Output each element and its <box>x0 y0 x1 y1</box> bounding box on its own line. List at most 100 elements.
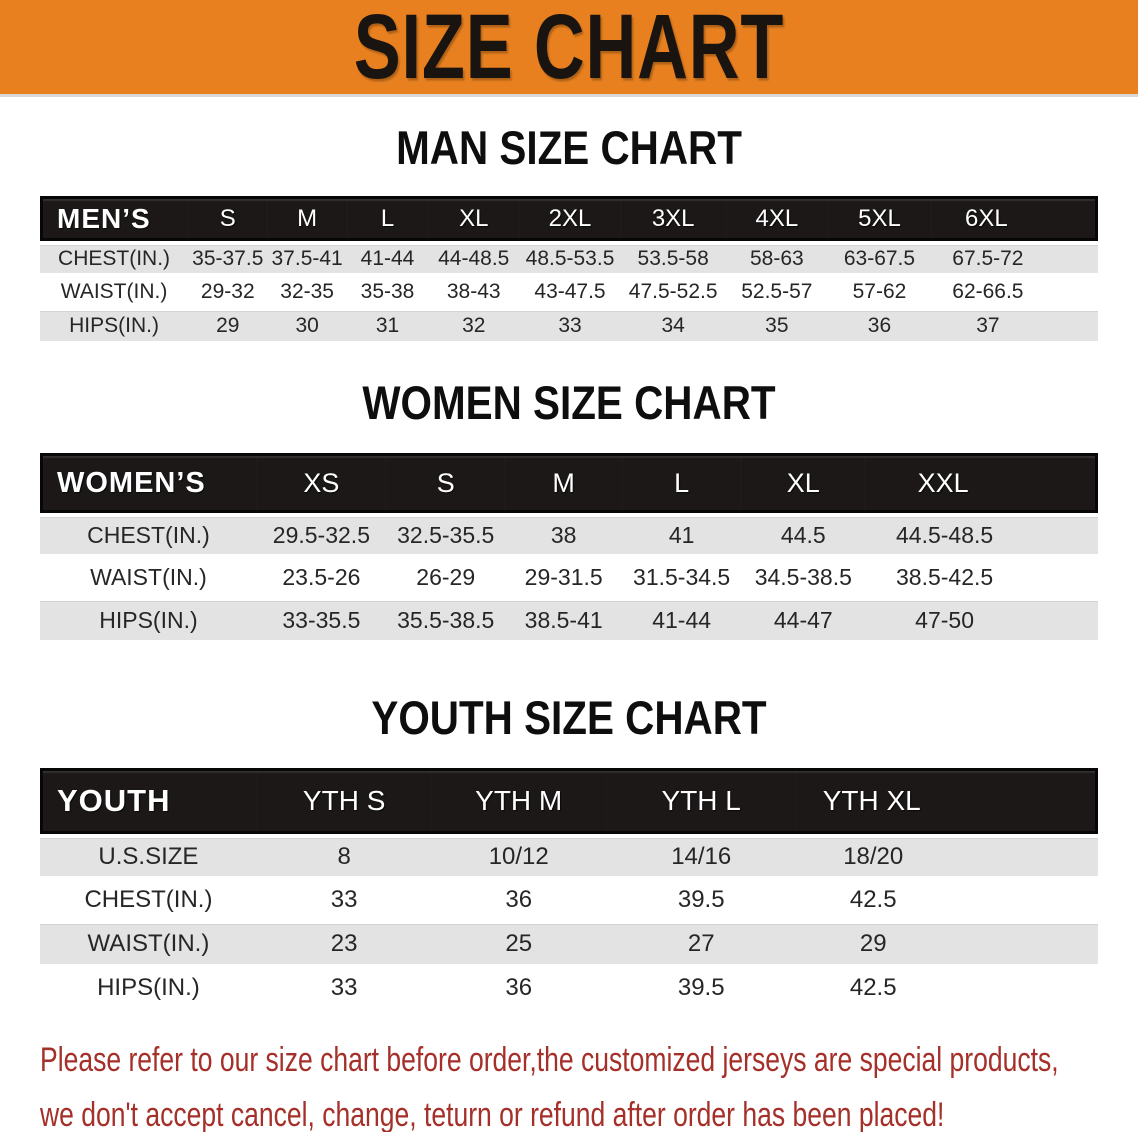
measurement-row-label: HIPS(IN.) <box>40 966 257 1010</box>
disclaimer-line-2: we don't accept cancel, change, teturn o… <box>40 1096 945 1132</box>
measurement-row-label: CHEST(IN.) <box>40 513 257 556</box>
measurement-value-cell: 44-48.5 <box>428 241 520 275</box>
order-disclaimer: Please refer to our size chart before or… <box>40 1036 1138 1132</box>
measurement-value-cell: 23 <box>256 922 432 966</box>
measurement-value-cell: 53.5-58 <box>620 241 726 275</box>
measurement-row-label: WAIST(IN.) <box>40 275 189 309</box>
measurement-value-cell: 41-44 <box>621 599 742 642</box>
size-column-header: 5XL <box>828 196 931 241</box>
youth-table-wrap: YOUTH YTH S YTH M YTH L YTH XL U.S.SIZE 8 10/1… <box>40 768 1098 1010</box>
size-column-header: XL <box>428 196 520 241</box>
measurement-value-cell: 29 <box>188 309 268 343</box>
measurement-row-label: WAIST(IN.) <box>40 922 257 966</box>
size-column-header: M <box>505 453 622 513</box>
men-section-title: MAN SIZE CHART <box>396 121 742 174</box>
measurement-value-cell: 23.5-26 <box>256 556 386 599</box>
size-column-header: YTH M <box>431 768 606 834</box>
size-column-header: S <box>385 453 506 513</box>
measurement-value-cell: 29.5-32.5 <box>256 513 386 556</box>
disclaimer-line-1: Please refer to our size chart before or… <box>40 1041 1059 1079</box>
measurement-value-cell: 43-47.5 <box>519 275 621 309</box>
measurement-value-cell: 39.5 <box>606 966 797 1010</box>
measurement-value-cell: 41-44 <box>346 241 429 275</box>
measurement-value-cell: 44.5 <box>741 513 866 556</box>
measurement-value-cell: 18/20 <box>796 834 1098 878</box>
measurement-value-cell: 35 <box>725 309 829 343</box>
measurement-value-cell: 36 <box>431 878 606 922</box>
measurement-value-cell: 52.5-57 <box>725 275 829 309</box>
measurement-value-cell: 33 <box>256 966 432 1010</box>
youth-section-title: YOUTH SIZE CHART <box>371 691 767 744</box>
measurement-row: U.S.SIZE 8 10/12 14/16 18/20 <box>40 834 1098 878</box>
size-column-header: S <box>188 196 268 241</box>
measurement-row: CHEST(IN.) 33 36 39.5 42.5 <box>40 878 1098 922</box>
measurement-value-cell: 39.5 <box>606 878 797 922</box>
youth-size-table: YOUTH YTH S YTH M YTH L YTH XL U.S.SIZE 8 10/1… <box>40 768 1098 1010</box>
measurement-value-cell: 44-47 <box>741 599 866 642</box>
measurement-row: HIPS(IN.) 33-35.5 35.5-38.5 38.5-41 41-44 44-… <box>40 599 1098 642</box>
measurement-value-cell: 36 <box>431 966 606 1010</box>
men-table-wrap: MEN’S S M L XL 2XL 3XL 4XL 5XL 6XL CHEST(IN.) 35-3… <box>40 196 1098 343</box>
measurement-value-cell: 37 <box>930 309 1098 343</box>
measurement-row: WAIST(IN.) 23 25 27 29 <box>40 922 1098 966</box>
measurement-value-cell: 38 <box>505 513 622 556</box>
measurement-row: HIPS(IN.) 29 30 31 32 33 34 35 36 37 <box>40 309 1098 343</box>
women-size-table: WOMEN’S XS S M L XL XXL CHEST(IN.) 29.5-32.5 32.… <box>40 453 1098 642</box>
measurement-value-cell: 27 <box>606 922 797 966</box>
measurement-row-label: HIPS(IN.) <box>40 599 257 642</box>
measurement-value-cell: 63-67.5 <box>828 241 931 275</box>
men-header-row: MEN’S S M L XL 2XL 3XL 4XL 5XL 6XL <box>40 196 1098 241</box>
measurement-value-cell: 35-38 <box>346 275 429 309</box>
measurement-row-label: U.S.SIZE <box>40 834 257 878</box>
measurement-value-cell: 29-31.5 <box>505 556 622 599</box>
size-chart-page: MAN SIZE CHART MEN’S S M L XL 2XL 3XL 4XL 5XL 6XL… <box>0 124 1138 1132</box>
size-column-header: XXL <box>865 453 1098 513</box>
measurement-value-cell: 29-32 <box>188 275 268 309</box>
measurement-value-cell: 37.5-41 <box>267 241 347 275</box>
measurement-value-cell: 30 <box>267 309 347 343</box>
measurement-value-cell: 47-50 <box>865 599 1098 642</box>
measurement-value-cell: 32 <box>428 309 520 343</box>
measurement-value-cell: 38-43 <box>428 275 520 309</box>
size-column-header: YTH XL <box>796 768 1098 834</box>
measurement-row: WAIST(IN.) 23.5-26 26-29 29-31.5 31.5-34.5 34… <box>40 556 1098 599</box>
size-column-header: YTH S <box>256 768 432 834</box>
measurement-value-cell: 14/16 <box>606 834 797 878</box>
measurement-value-cell: 34.5-38.5 <box>741 556 866 599</box>
corner-header-cell: YOUTH <box>40 768 257 834</box>
measurement-value-cell: 35-37.5 <box>188 241 268 275</box>
measurement-value-cell: 41 <box>621 513 742 556</box>
size-chart-banner: SIZE CHART <box>0 0 1138 97</box>
measurement-value-cell: 8 <box>256 834 432 878</box>
measurement-value-cell: 38.5-42.5 <box>865 556 1098 599</box>
size-column-header: YTH L <box>606 768 797 834</box>
size-column-header: 3XL <box>620 196 726 241</box>
measurement-row-label: CHEST(IN.) <box>40 878 257 922</box>
size-column-header: 4XL <box>725 196 829 241</box>
measurement-value-cell: 38.5-41 <box>505 599 622 642</box>
measurement-value-cell: 36 <box>828 309 931 343</box>
measurement-value-cell: 32-35 <box>267 275 347 309</box>
measurement-value-cell: 33 <box>519 309 621 343</box>
measurement-row: CHEST(IN.) 35-37.5 37.5-41 41-44 44-48.5 48.5… <box>40 241 1098 275</box>
measurement-row: WAIST(IN.) 29-32 32-35 35-38 38-43 43-47.5 47.… <box>40 275 1098 309</box>
measurement-value-cell: 67.5-72 <box>930 241 1098 275</box>
size-column-header: L <box>346 196 429 241</box>
measurement-row: CHEST(IN.) 29.5-32.5 32.5-35.5 38 41 44.5 44.5… <box>40 513 1098 556</box>
banner-title: SIZE CHART <box>353 0 785 98</box>
corner-header-cell: WOMEN’S <box>40 453 257 513</box>
measurement-value-cell: 34 <box>620 309 726 343</box>
size-column-header: L <box>621 453 742 513</box>
women-table-wrap: WOMEN’S XS S M L XL XXL CHEST(IN.) 29.5-32.5 32.… <box>40 453 1098 642</box>
women-section-title: WOMEN SIZE CHART <box>362 376 776 429</box>
women-header-row: WOMEN’S XS S M L XL XXL <box>40 453 1098 513</box>
measurement-value-cell: 33 <box>256 878 432 922</box>
measurement-value-cell: 32.5-35.5 <box>385 513 506 556</box>
measurement-row-label: HIPS(IN.) <box>40 309 189 343</box>
size-column-header: XS <box>256 453 386 513</box>
measurement-row: HIPS(IN.) 33 36 39.5 42.5 <box>40 966 1098 1010</box>
measurement-value-cell: 62-66.5 <box>930 275 1098 309</box>
corner-header-cell: MEN’S <box>40 196 189 241</box>
measurement-value-cell: 31 <box>346 309 429 343</box>
measurement-value-cell: 42.5 <box>796 966 1098 1010</box>
